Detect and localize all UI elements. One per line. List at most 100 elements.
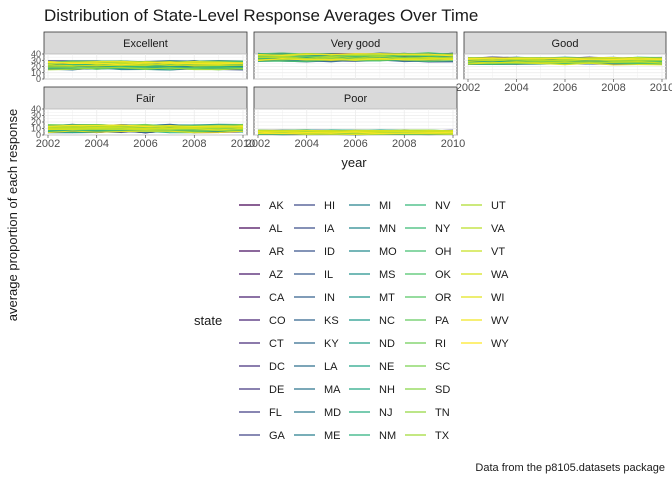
legend-label: WA [491, 269, 509, 281]
x-tick-label: 2006 [133, 138, 157, 150]
legend-item-al: AL [239, 223, 282, 235]
x-tick-label: 2004 [85, 138, 109, 150]
series-line-wv [257, 57, 454, 61]
y-tick-label: 10 [31, 68, 41, 78]
x-tick-label: 2006 [553, 82, 577, 94]
legend-label: DC [269, 361, 285, 373]
legend-item-sc: SC [405, 361, 450, 373]
x-tick-label: 2004 [295, 138, 319, 150]
series-line-wy [257, 131, 454, 134]
legend-label: HI [324, 200, 335, 212]
legend-item-mi: MI [349, 200, 391, 212]
legend-label: CA [269, 292, 285, 304]
legend-label: OR [435, 292, 452, 304]
legend-title: state [194, 313, 222, 328]
legend-item-wi: WI [461, 292, 504, 304]
legend-item-nh: NH [349, 384, 395, 396]
legend-item-az: AZ [239, 269, 283, 281]
x-tick-label: 2002 [456, 82, 480, 94]
legend-label: AK [269, 200, 284, 212]
legend-item-ok: OK [405, 269, 452, 281]
legend-label: MN [379, 223, 396, 235]
legend-label: NY [435, 223, 451, 235]
legend-label: TX [435, 430, 450, 442]
x-tick-label: 2010 [231, 138, 255, 150]
legend-label: OK [435, 269, 452, 281]
legend-label: PA [435, 315, 450, 327]
legend-label: IL [324, 269, 333, 281]
legend-label: WI [491, 292, 504, 304]
legend-label: MS [379, 269, 396, 281]
x-tick-label: 2006 [343, 138, 367, 150]
series-line-wa [47, 63, 244, 67]
facet-strip-label: Good [552, 38, 579, 50]
x-tick-label: 2004 [504, 82, 528, 94]
legend-item-wv: WV [461, 315, 509, 327]
legend-label: IA [324, 223, 335, 235]
legend-item-tn: TN [405, 407, 450, 419]
legend-label: SC [435, 361, 450, 373]
x-tick-label: 2008 [182, 138, 206, 150]
legend-label: NH [379, 384, 395, 396]
legend-label: KS [324, 315, 339, 327]
legend-label: MI [379, 200, 391, 212]
legend-item-ia: IA [294, 223, 335, 235]
legend-label: WY [491, 338, 509, 350]
series-line-wv [257, 132, 454, 136]
y-axis-label: average proportion of each response [5, 109, 20, 321]
series-line-wy [257, 53, 454, 57]
series-line-wa [47, 126, 244, 130]
legend-label: RI [435, 338, 446, 350]
legend-label: AR [269, 246, 284, 258]
legend-label: LA [324, 361, 338, 373]
y-tick-label: 30 [31, 111, 41, 121]
legend-label: GA [269, 430, 286, 442]
x-tick-label: 2008 [392, 138, 416, 150]
legend-item-or: OR [405, 292, 452, 304]
legend-label: FL [269, 407, 282, 419]
x-axis-label: year [341, 155, 367, 170]
legend-label: VA [491, 223, 506, 235]
legend-item-ca: CA [239, 292, 285, 304]
y-tick-label: 40 [31, 49, 41, 59]
facet-strip-label: Excellent [123, 38, 168, 50]
legend-item-id: ID [294, 246, 335, 258]
legend-item-ga: GA [239, 430, 286, 442]
legend-label: ID [324, 246, 335, 258]
panel-very-good: Very good [253, 31, 458, 80]
series-line-wy [467, 57, 663, 61]
legend-label: NE [379, 361, 394, 373]
y-tick-label: 0 [36, 74, 41, 84]
legend-item-ri: RI [405, 338, 446, 350]
legend-item-la: LA [294, 361, 338, 373]
x-tick-label: 2008 [601, 82, 625, 94]
legend-label: NM [379, 430, 396, 442]
x-tick-label: 2010 [441, 138, 465, 150]
legend-item-in: IN [294, 292, 335, 304]
legend-item-sd: SD [405, 384, 450, 396]
legend-item-nc: NC [349, 315, 395, 327]
state-legend: state AK AL AR AZ CA CO CT DC DE FL GA HI IA ID IL IN KS… [194, 200, 509, 442]
legend-item-ct: CT [239, 338, 284, 350]
series-line-tx [47, 66, 244, 71]
series-line-wi [257, 130, 454, 133]
legend-label: UT [491, 200, 506, 212]
legend-label: NJ [379, 407, 392, 419]
legend-item-ar: AR [239, 246, 284, 258]
legend-item-wy: WY [461, 338, 509, 350]
y-tick-label: 20 [31, 62, 41, 72]
caption: Data from the p8105.datasets package [475, 462, 665, 474]
legend-item-dc: DC [239, 361, 285, 373]
legend-item-oh: OH [405, 246, 452, 258]
legend-item-me: ME [294, 430, 341, 442]
legend-item-ne: NE [349, 361, 394, 373]
y-tick-label: 0 [36, 130, 41, 140]
x-tick-label: 2002 [246, 138, 270, 150]
y-tick-label: 20 [31, 117, 41, 127]
legend-item-nv: NV [405, 200, 451, 212]
facet-strip-label: Poor [344, 93, 368, 105]
legend-label: AL [269, 223, 282, 235]
legend-label: MD [324, 407, 341, 419]
